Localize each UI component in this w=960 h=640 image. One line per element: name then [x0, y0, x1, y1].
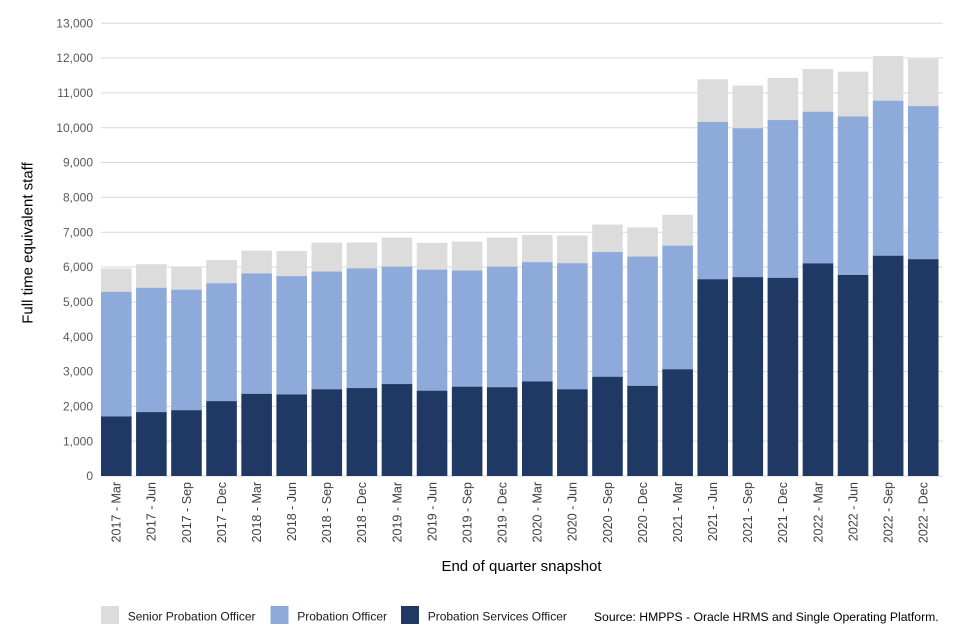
svg-text:0: 0 — [86, 469, 93, 483]
svg-text:9,000: 9,000 — [63, 156, 93, 170]
svg-text:2022 - Mar: 2022 - Mar — [811, 482, 825, 542]
svg-text:2018 - Dec: 2018 - Dec — [355, 482, 369, 543]
svg-text:2,000: 2,000 — [63, 400, 93, 414]
svg-text:2021 - Dec: 2021 - Dec — [776, 482, 790, 543]
svg-text:2018 - Sep: 2018 - Sep — [320, 482, 334, 543]
svg-text:Probation Services Officer: Probation Services Officer — [428, 609, 567, 623]
svg-text:2017 - Sep: 2017 - Sep — [180, 482, 194, 543]
svg-text:2019 - Dec: 2019 - Dec — [496, 482, 510, 543]
svg-text:8,000: 8,000 — [63, 191, 93, 205]
svg-text:2019 - Jun: 2019 - Jun — [425, 482, 439, 541]
svg-text:Full time equivalent staff: Full time equivalent staff — [20, 161, 37, 323]
svg-text:2020 - Dec: 2020 - Dec — [636, 482, 650, 543]
svg-text:2020 - Mar: 2020 - Mar — [531, 482, 545, 542]
svg-text:6,000: 6,000 — [63, 260, 93, 274]
svg-text:Probation Officer: Probation Officer — [297, 609, 387, 623]
svg-text:End of quarter snapshot: End of quarter snapshot — [441, 558, 602, 575]
svg-text:2021 - Mar: 2021 - Mar — [671, 482, 685, 542]
svg-text:2017 - Jun: 2017 - Jun — [145, 482, 159, 541]
svg-text:12,000: 12,000 — [56, 51, 93, 65]
svg-text:7,000: 7,000 — [63, 225, 93, 239]
svg-text:2017 - Mar: 2017 - Mar — [110, 482, 124, 542]
svg-text:13,000: 13,000 — [56, 16, 93, 30]
svg-text:2020 - Jun: 2020 - Jun — [566, 482, 580, 541]
svg-text:2018 - Mar: 2018 - Mar — [250, 482, 264, 542]
svg-text:2019 - Mar: 2019 - Mar — [390, 482, 404, 542]
svg-text:2020 - Sep: 2020 - Sep — [601, 482, 615, 543]
svg-text:2018 - Jun: 2018 - Jun — [285, 482, 299, 541]
svg-text:5,000: 5,000 — [63, 295, 93, 309]
svg-text:11,000: 11,000 — [57, 86, 93, 100]
svg-text:2019 - Sep: 2019 - Sep — [460, 482, 474, 543]
svg-text:Senior Probation Officer: Senior Probation Officer — [128, 609, 256, 623]
svg-text:2022 - Jun: 2022 - Jun — [846, 482, 860, 541]
svg-text:2022 - Sep: 2022 - Sep — [881, 482, 895, 543]
svg-text:3,000: 3,000 — [63, 365, 93, 379]
svg-text:2017 - Dec: 2017 - Dec — [215, 482, 229, 543]
svg-text:2022 - Dec: 2022 - Dec — [917, 482, 931, 543]
svg-text:4,000: 4,000 — [63, 330, 93, 344]
svg-text:1,000: 1,000 — [63, 434, 93, 448]
svg-text:2021 - Jun: 2021 - Jun — [706, 482, 720, 541]
svg-text:Source: HMPPS - Oracle HRMS an: Source: HMPPS - Oracle HRMS and Single O… — [594, 610, 939, 624]
svg-text:10,000: 10,000 — [56, 121, 93, 135]
svg-text:2021 - Sep: 2021 - Sep — [741, 482, 755, 543]
